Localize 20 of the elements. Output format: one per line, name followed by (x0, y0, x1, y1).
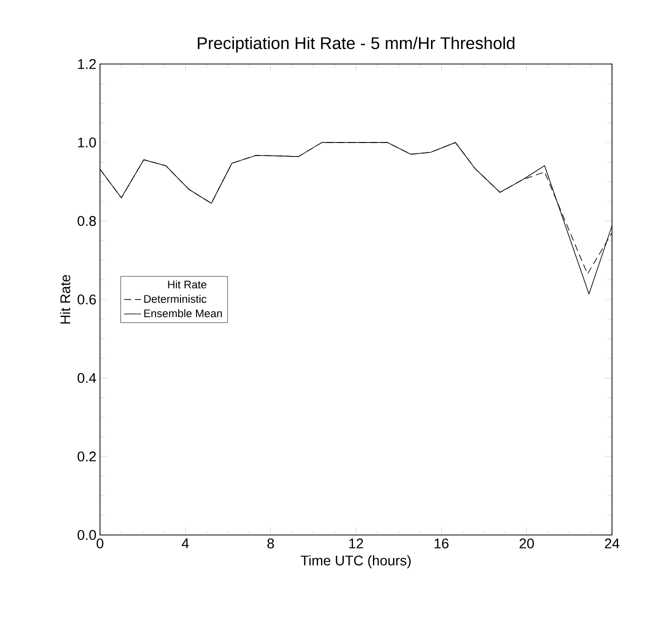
legend-label: Deterministic (144, 294, 206, 303)
x-tick-label: 8 (267, 538, 274, 548)
x-tick-label: 24 (604, 538, 620, 548)
chart-title: Preciptiation Hit Rate - 5 mm/Hr Threshold (198, 36, 514, 53)
y-axis-title: Hit Rate (60, 274, 70, 324)
y-tick-label: 0.2 (78, 452, 96, 462)
legend-label: Ensemble Mean (144, 309, 222, 318)
x-tick-label: 4 (182, 538, 189, 548)
legend-title: Hit Rate (168, 280, 206, 288)
x-tick-label: 12 (349, 538, 364, 548)
x-tick-label: 0 (96, 538, 104, 548)
x-tick-label: 16 (434, 538, 448, 548)
y-tick-label: 0.0 (78, 530, 96, 540)
y-tick-label: 1.0 (78, 138, 96, 148)
y-tick-label: 0.4 (78, 373, 96, 383)
x-tick-label: 20 (520, 538, 534, 548)
x-axis-title: Time UTC (hours) (300, 555, 411, 568)
y-tick-label: 0.6 (78, 294, 96, 304)
y-tick-label: 0.8 (78, 216, 96, 226)
y-tick-label: 1.2 (78, 59, 96, 69)
